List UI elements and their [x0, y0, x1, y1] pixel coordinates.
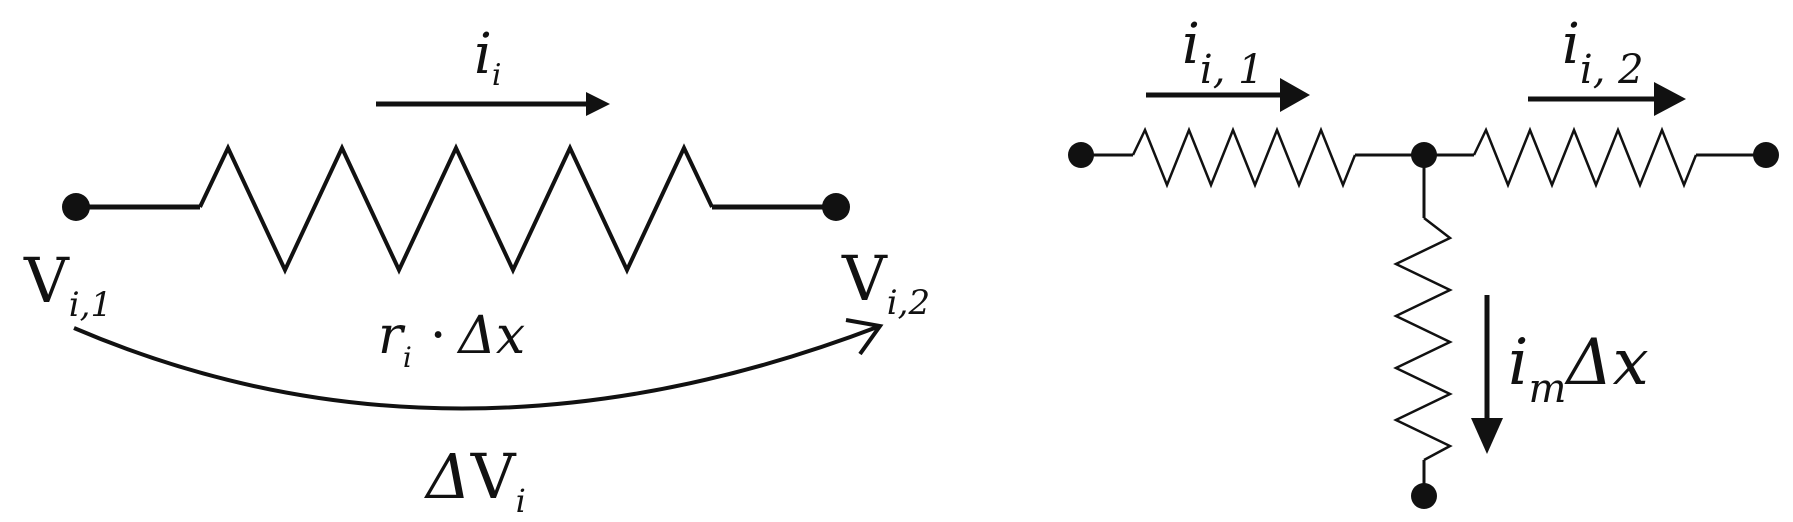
- potential-drop-arc: [73, 324, 881, 411]
- node-voltage-2-label: Vi,2: [841, 242, 930, 323]
- t-right-resistor: [1472, 126, 1698, 189]
- t-left-node: [1068, 142, 1094, 168]
- current-2-arrow-head: [1654, 82, 1686, 116]
- current-label: ii: [474, 22, 502, 93]
- membrane-current-label: imΔx: [1508, 326, 1649, 412]
- right-circuit: ii, 1 ii, 2 imΔx: [1068, 12, 1779, 509]
- t-right-node: [1753, 142, 1779, 168]
- right-terminal-node: [822, 193, 850, 221]
- current-1-label: ii, 1: [1182, 12, 1264, 93]
- left-terminal-node: [62, 193, 90, 221]
- node-voltage-1-label: Vi,1: [23, 244, 112, 325]
- t-vertical-resistor: [1393, 217, 1453, 462]
- t-bottom-node: [1411, 483, 1437, 509]
- resistance-label: ri · Δx: [378, 306, 525, 374]
- potential-drop-label: ΔVi: [424, 440, 526, 520]
- current-1-arrow-head: [1280, 78, 1310, 112]
- left-circuit: ii Vi,1 Vi,2 ri · Δx ΔVi: [23, 22, 930, 520]
- potential-drop-arc-head: [845, 318, 884, 356]
- left-resistor: [198, 143, 714, 275]
- t-left-resistor: [1131, 126, 1357, 189]
- current-2-label: ii, 2: [1562, 12, 1644, 93]
- current-arrow-head: [586, 92, 610, 116]
- t-junction-node: [1411, 142, 1437, 168]
- membrane-current-arrow-head: [1471, 418, 1503, 454]
